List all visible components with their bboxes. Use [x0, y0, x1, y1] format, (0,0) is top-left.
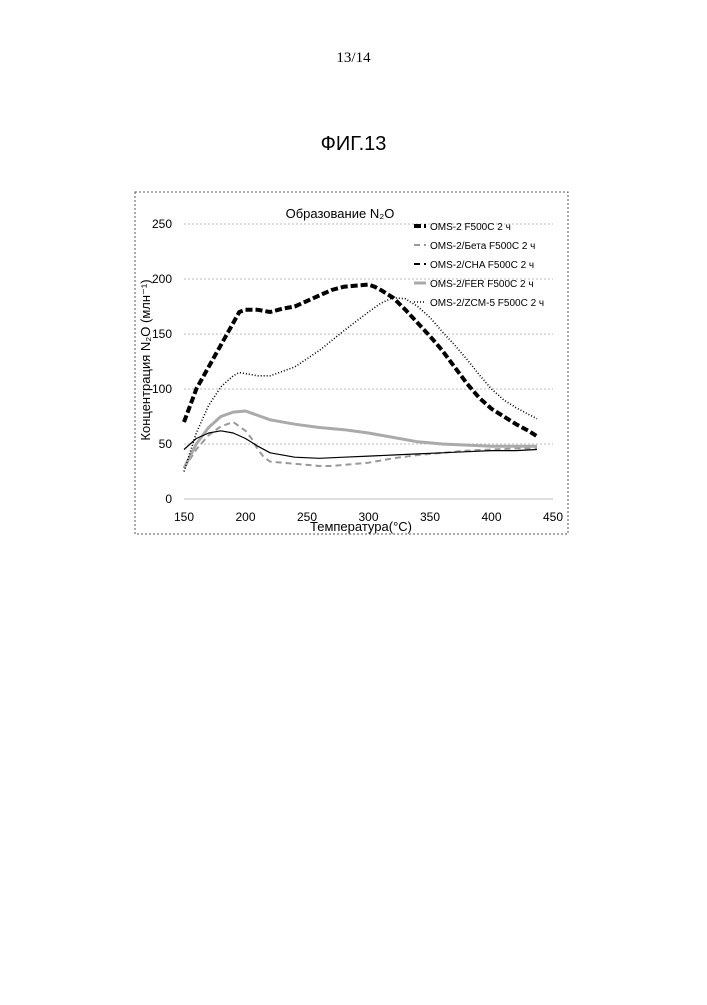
- legend-entry: OMS-2/FER F500C 2 ч: [430, 279, 534, 290]
- series-line-4: [182, 409, 537, 469]
- y-tick-label: 200: [152, 272, 172, 286]
- series-line-3: [183, 283, 538, 438]
- y-tick-label: 0: [165, 492, 172, 506]
- legend-entry: OMS-2 F500C 2 ч: [430, 222, 511, 233]
- x-tick-label: 150: [174, 510, 194, 524]
- x-tick-labels: 150 200 250 300 350 400 450: [174, 510, 563, 524]
- x-axis-label: Температура(°C): [310, 519, 412, 534]
- series-line-6: [183, 430, 538, 459]
- y-tick-label: 50: [159, 437, 173, 451]
- figure-title: ФИГ.13: [320, 133, 387, 155]
- legend-entry: OMS-2/ZCM-5 F500C 2 ч: [430, 298, 544, 309]
- x-tick-label: 400: [481, 510, 501, 524]
- chart-title: Образование N₂O: [286, 206, 395, 221]
- y-tick-label: 150: [152, 327, 172, 341]
- page-number: 13/14: [336, 50, 371, 66]
- y-tick-labels: 0 50 100 150 200 250: [152, 217, 172, 506]
- legend-entry: OMS-2/CHA F500C 2 ч: [430, 260, 534, 271]
- x-tick-label: 450: [543, 510, 563, 524]
- series-line-5: [183, 296, 538, 472]
- y-tick-label: 250: [152, 217, 172, 231]
- x-tick-label: 350: [420, 510, 440, 524]
- x-tick-label: 200: [235, 510, 255, 524]
- legend: OMS-2 F500C 2 ч OMS-2/Бета F500C 2 ч OMS-2…: [414, 222, 544, 309]
- y-axis-label: Концентрация N₂O (млн⁻¹): [138, 279, 153, 440]
- y-tick-label: 100: [152, 382, 172, 396]
- legend-entry: OMS-2/Бета F500C 2 ч: [430, 241, 535, 252]
- series-lines: [182, 282, 539, 472]
- x-tick-label: 300: [358, 510, 378, 524]
- grid: [184, 223, 553, 500]
- chart-frame: [134, 191, 569, 535]
- x-tick-label: 250: [297, 510, 317, 524]
